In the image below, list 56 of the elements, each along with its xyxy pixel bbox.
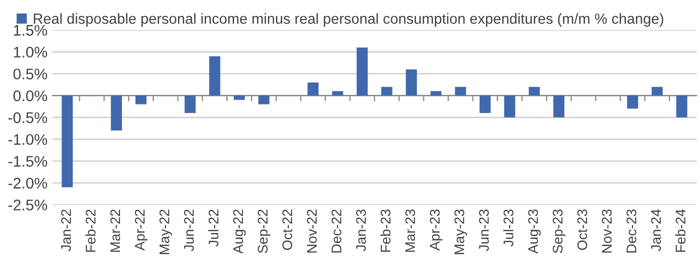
x-tick-label: Aug-23 <box>528 210 541 254</box>
bar <box>234 96 245 100</box>
x-tick-label: May-23 <box>454 210 468 254</box>
x-tick-label: Feb-22 <box>85 210 96 252</box>
y-tick-label: -1.0% <box>8 134 48 145</box>
bar <box>528 86 540 96</box>
x-tick-label: Apr-22 <box>134 210 148 251</box>
y-tick-label: -0.5% <box>8 112 48 124</box>
bar <box>652 86 663 96</box>
x-tick-label: Nov-23 <box>602 210 612 253</box>
x-tick-label: Dec-23 <box>626 210 636 253</box>
bar <box>676 96 688 118</box>
bar <box>308 82 319 96</box>
x-tick-label: Jun-23 <box>479 210 489 252</box>
x-tick-label: Oct-23 <box>577 210 588 250</box>
y-tick-label: -1.5% <box>8 156 48 167</box>
y-tick-label: 0.5% <box>13 68 48 80</box>
x-tick-label: Nov-22 <box>306 210 317 253</box>
bar <box>627 96 638 109</box>
y-tick-label: 1.0% <box>14 46 48 58</box>
y-tick-label: -2.0% <box>8 178 48 189</box>
bar <box>135 96 147 104</box>
x-tick-label: Sep-23 <box>552 210 566 254</box>
bar <box>406 69 417 96</box>
x-tick-label: May-22 <box>159 210 172 254</box>
x-tick-label: Jul-23 <box>503 210 514 247</box>
x-tick-label: Feb-23 <box>380 210 391 252</box>
x-tick-label: Jul-22 <box>208 210 218 247</box>
x-tick-label: Jan-22 <box>61 210 71 252</box>
x-tick-label: Jan-24 <box>651 209 661 252</box>
bar <box>356 48 368 96</box>
x-tick-label: Mar-22 <box>110 210 120 252</box>
x-tick-label: Mar-23 <box>405 210 416 252</box>
bar <box>480 96 491 114</box>
bar <box>455 86 466 96</box>
y-tick-label: 0.0% <box>13 90 48 102</box>
bar <box>332 91 344 96</box>
bar <box>258 96 270 104</box>
y-tick-label: 1.5% <box>14 24 48 36</box>
x-tick-label: Aug-22 <box>233 210 246 254</box>
x-tick-label: Sep-22 <box>258 210 270 254</box>
bar <box>553 96 564 118</box>
y-tick-label: -2.5% <box>8 200 48 210</box>
x-tick-label: Apr-23 <box>430 210 442 251</box>
bar <box>381 86 392 96</box>
bar <box>62 96 73 188</box>
bar <box>430 91 442 96</box>
bar <box>184 96 196 114</box>
x-tick-label: Jun-22 <box>184 210 194 252</box>
x-tick-label: Feb-24 <box>675 209 686 252</box>
x-tick-label: Dec-22 <box>332 210 342 253</box>
bar <box>110 96 122 130</box>
x-tick-label: Jan-23 <box>356 210 366 252</box>
bar <box>209 56 220 96</box>
x-tick-label: Oct-22 <box>282 210 292 250</box>
bar <box>504 96 516 118</box>
